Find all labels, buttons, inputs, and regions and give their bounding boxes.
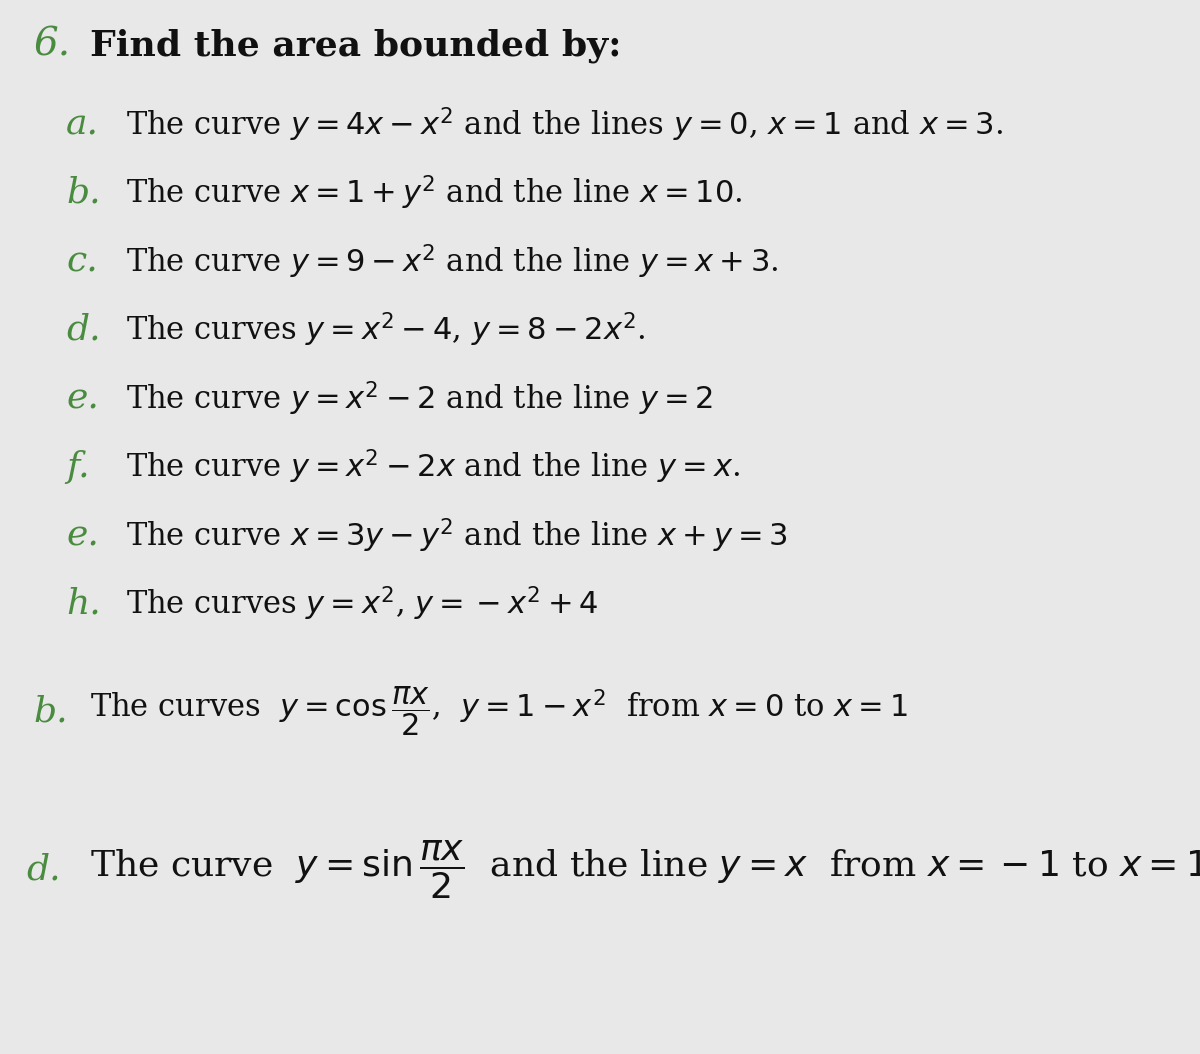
- Text: e.: e.: [66, 382, 98, 415]
- Text: The curve $y=x^2-2$ and the line $y=2$: The curve $y=x^2-2$ and the line $y=2$: [126, 379, 713, 417]
- Text: The curve $x=3y-y^2$ and the line $x+y=3$: The curve $x=3y-y^2$ and the line $x+y=3…: [126, 516, 787, 554]
- Text: c.: c.: [66, 245, 97, 278]
- Text: The curve $y=4x-x^2$ and the lines $y=0$, $x=1$ and $x=3$.: The curve $y=4x-x^2$ and the lines $y=0$…: [126, 105, 1003, 143]
- Text: The curve  $y=\sin\dfrac{\pi x}{2}$  and the line $y=x$  from $x=-1$ to $x=1$: The curve $y=\sin\dfrac{\pi x}{2}$ and t…: [90, 838, 1200, 901]
- Text: The curves $y=x^2-4$, $y=8-2x^2$.: The curves $y=x^2-4$, $y=8-2x^2$.: [126, 311, 646, 349]
- Text: e.: e.: [66, 519, 98, 552]
- Text: The curves  $y=\cos\dfrac{\pi x}{2}$,  $y=1-x^2$  from $x=0$ to $x=1$: The curves $y=\cos\dfrac{\pi x}{2}$, $y=…: [90, 685, 907, 738]
- Text: h.: h.: [66, 587, 101, 621]
- Text: a.: a.: [66, 108, 98, 141]
- Text: b.: b.: [66, 176, 101, 210]
- Text: The curve $x=1+y^2$ and the line $x=10$.: The curve $x=1+y^2$ and the line $x=10$.: [126, 174, 743, 212]
- Text: Find the area bounded by:: Find the area bounded by:: [90, 28, 622, 62]
- Text: d.: d.: [66, 313, 101, 347]
- Text: The curves $y=x^2$, $y=-x^2+4$: The curves $y=x^2$, $y=-x^2+4$: [126, 585, 599, 623]
- Text: The curve $y=9-x^2$ and the line $y=x+3$.: The curve $y=9-x^2$ and the line $y=x+3$…: [126, 242, 779, 280]
- Text: b.: b.: [34, 695, 68, 728]
- Text: d.: d.: [26, 853, 61, 886]
- Text: f.: f.: [66, 450, 90, 484]
- Text: The curve $y=x^2-2x$ and the line $y=x$.: The curve $y=x^2-2x$ and the line $y=x$.: [126, 448, 740, 486]
- Text: 6.: 6.: [34, 26, 71, 64]
